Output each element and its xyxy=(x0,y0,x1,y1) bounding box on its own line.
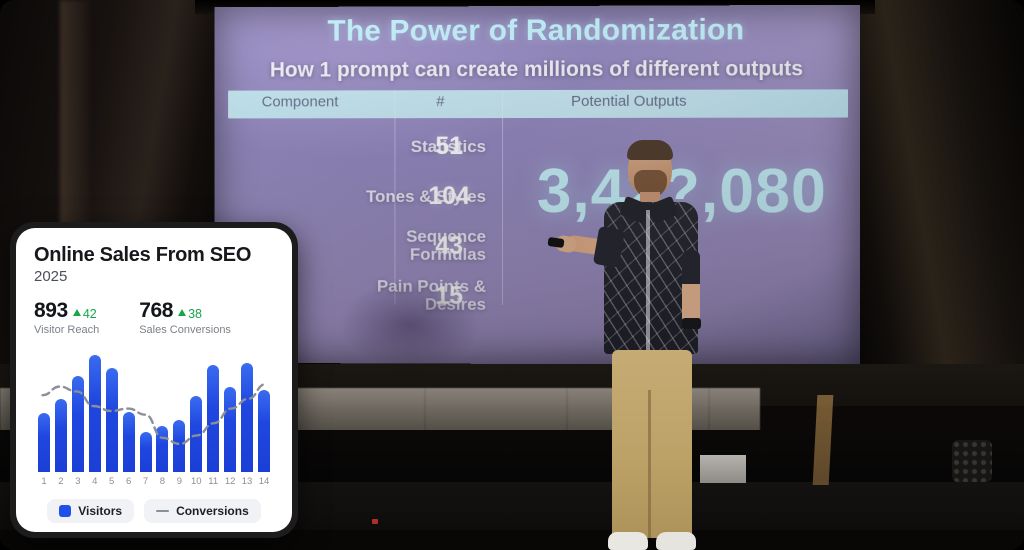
speaker-pants-seam xyxy=(648,390,651,538)
x-axis-tick: 7 xyxy=(142,476,149,487)
sales-chart xyxy=(34,350,274,472)
card-year: 2025 xyxy=(34,268,68,285)
speaker-figure xyxy=(547,140,735,550)
chart-bar xyxy=(139,431,152,472)
x-axis-tick: 2 xyxy=(58,476,64,487)
slide-subtitle: How 1 prompt can create millions of diff… xyxy=(269,57,804,82)
chart-bar xyxy=(257,390,270,472)
stage-light-icon xyxy=(952,440,992,482)
x-axis-tick: 9 xyxy=(176,476,183,487)
room-wall-right xyxy=(852,0,1024,400)
chart-x-axis: 1 2 3 4 5 6 7 8 9 10 11 12 13 14 xyxy=(34,476,274,487)
slide-title: The Power of Randomization xyxy=(327,13,745,48)
chart-bar xyxy=(190,396,203,472)
chart-bar xyxy=(156,425,169,472)
metric-value: 768 xyxy=(139,299,174,322)
slide-table-header: Component # Potential Outputs xyxy=(228,89,849,119)
speaker-hair xyxy=(627,140,673,160)
chart-bar xyxy=(71,375,84,472)
x-axis-tick: 13 xyxy=(241,476,253,487)
legend-label: Visitors xyxy=(78,504,123,518)
chart-bar xyxy=(122,412,135,472)
chart-bar xyxy=(88,354,101,472)
x-axis-tick: 12 xyxy=(224,476,236,487)
chart-bar xyxy=(38,413,50,472)
analytics-card-frame: Online Sales From SEO 2025 893 42 Visito… xyxy=(10,222,298,538)
triangle-up-icon xyxy=(178,309,187,316)
x-axis-tick: 3 xyxy=(75,476,81,487)
slide-row-count: 43 xyxy=(435,231,464,260)
legend-item-visitors[interactable]: Visitors xyxy=(47,499,135,523)
x-axis-tick: 1 xyxy=(41,476,47,487)
legend-label: Conversions xyxy=(176,504,249,518)
metric-value: 893 xyxy=(34,299,68,322)
chart-bar xyxy=(241,363,254,472)
speaker-shoe-left xyxy=(608,532,648,550)
chart-bar xyxy=(105,368,118,472)
floor-marker xyxy=(372,519,378,524)
speaker-shoe-right xyxy=(656,532,696,550)
square-swatch-icon xyxy=(59,505,72,517)
metric-delta-value: 38 xyxy=(188,306,202,321)
metric-visitor-reach: 893 42 Visitor Reach xyxy=(34,299,99,336)
slide-row-count: 51 xyxy=(435,132,464,161)
presentation-slide: The Power of Randomization How 1 prompt … xyxy=(214,4,861,366)
triangle-up-icon xyxy=(72,309,81,316)
metric-sales-conversions: 768 38 Sales Conversions xyxy=(139,299,231,336)
metric-delta: 42 xyxy=(72,306,97,321)
legend-item-conversions[interactable]: Conversions xyxy=(144,499,261,523)
card-title: Online Sales From SEO xyxy=(34,244,252,266)
slide-row-count: 104 xyxy=(428,182,470,210)
x-axis-tick: 6 xyxy=(125,476,132,487)
chart-bar xyxy=(224,386,237,472)
slide-col-component: Component xyxy=(261,93,339,111)
speaker-shadow xyxy=(340,280,480,370)
chart-bar xyxy=(173,419,186,472)
dashed-line-icon xyxy=(156,509,170,513)
speaker-arm-right xyxy=(682,250,700,324)
chart-legend: Visitors Conversions xyxy=(34,499,274,523)
slide-col-count: # xyxy=(436,93,445,111)
metric-delta: 38 xyxy=(178,307,202,321)
stage-monitor-box xyxy=(700,455,746,483)
chart-bars xyxy=(38,350,270,472)
metric-label: Sales Conversions xyxy=(139,324,231,336)
analytics-card: Online Sales From SEO 2025 893 42 Visito… xyxy=(16,228,292,532)
slide-col-outputs: Potential Outputs xyxy=(571,92,687,110)
x-axis-tick: 11 xyxy=(208,476,219,487)
metric-delta-value: 42 xyxy=(82,306,97,321)
metrics-row: 893 42 Visitor Reach 768 xyxy=(34,299,274,336)
chart-bar xyxy=(207,364,220,472)
x-axis-tick: 5 xyxy=(109,476,115,487)
speaker-pants xyxy=(612,350,692,538)
x-axis-tick: 8 xyxy=(159,476,166,487)
metric-label: Visitor Reach xyxy=(34,324,100,336)
x-axis-tick: 10 xyxy=(191,476,202,487)
speaker-shirt-placket xyxy=(646,210,650,352)
chart-bar xyxy=(54,398,67,472)
wristwatch-icon xyxy=(682,318,701,329)
x-axis-tick: 14 xyxy=(258,476,270,487)
x-axis-tick: 4 xyxy=(92,476,98,487)
slide-divider-2 xyxy=(502,90,504,305)
